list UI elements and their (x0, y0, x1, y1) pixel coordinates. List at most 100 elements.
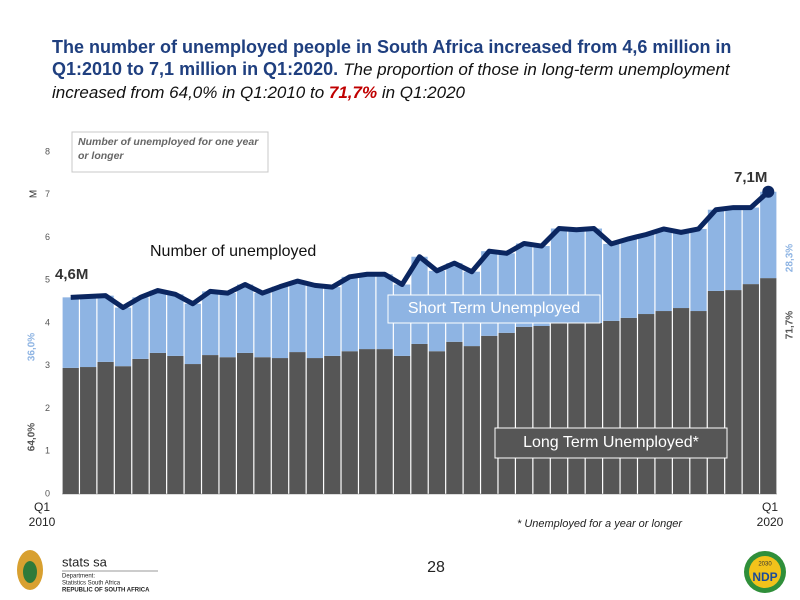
bar-segment (289, 352, 306, 494)
bar-segment (742, 284, 759, 494)
y-tick-label: 4 (45, 317, 50, 327)
bar-segment (62, 367, 79, 494)
series-label: Number of unemployed (150, 243, 316, 260)
bar-segment (236, 352, 254, 494)
logo-country: REPUBLIC OF SOUTH AFRICA (62, 588, 150, 594)
bar-segment (463, 346, 480, 494)
bar-segment (132, 358, 149, 494)
bar-segment (411, 343, 428, 494)
bar-segment (114, 366, 132, 494)
bar-segment (359, 349, 376, 494)
bar-segment (620, 238, 637, 318)
note-box-holder: Number of unemployed for one year or lon… (78, 136, 259, 162)
ndp-year: 2030 (758, 562, 772, 568)
bar-segment (341, 351, 358, 494)
series-label: Long Term Unemployed* (523, 434, 699, 451)
logo-department: Department: (62, 574, 95, 580)
bar-segment (149, 290, 167, 353)
annotation: 28,3% (785, 244, 796, 272)
bar-segment (742, 207, 759, 285)
bar-segment (690, 311, 707, 494)
series-label-box (494, 427, 728, 459)
bar-segment (550, 320, 568, 494)
bar-segment (132, 297, 149, 359)
bar-segment (760, 191, 777, 279)
bar-segment (289, 281, 306, 353)
bar-segment (62, 297, 79, 368)
title: The number of unemployed people in South… (52, 37, 732, 79)
annotation: 36,0% (27, 333, 38, 361)
bar-segment (725, 290, 742, 494)
bar-segment (638, 314, 655, 494)
bar-segment (446, 341, 463, 494)
ndp-inner (749, 556, 781, 588)
bar-segment (202, 291, 219, 356)
bar-segment (324, 355, 341, 494)
bar-segment (114, 307, 132, 367)
annotation: 7,1M (734, 169, 767, 186)
bar-segment (184, 303, 201, 365)
bar-segment (393, 355, 411, 494)
footnote: * Unemployed for a year or longer (517, 518, 683, 530)
bar-segment (236, 284, 254, 353)
ndp-logo: NDP 2030 (744, 551, 786, 593)
bar-segment (202, 355, 219, 494)
bar-segment (271, 286, 289, 359)
subtitle-end: in Q1:2020 (377, 83, 465, 102)
bar-segment (306, 358, 323, 494)
bar-segment (603, 320, 620, 494)
bar-segment (620, 317, 637, 494)
bar-segment (219, 357, 236, 494)
series-label: Short Term Unemployed (408, 300, 580, 317)
plot: 0 1 2 3 4 5 6 7 8 Long Term Unemployed* Short Term… (27, 146, 796, 498)
subtitle-highlight: 71,7% (328, 83, 378, 102)
bar-segment (707, 290, 725, 494)
bar-segment (655, 311, 672, 494)
logo-department-name: Statistics South Africa (62, 581, 121, 587)
ndp-text: NDP (752, 570, 777, 584)
bar-segment (498, 332, 515, 494)
bar-segment (585, 323, 603, 494)
emblem-shield (23, 561, 37, 583)
bar-segment (324, 287, 341, 356)
stats-sa-logo: stats sa Department: Statistics South Af… (17, 550, 158, 594)
bar-segment (516, 326, 533, 494)
subtitle-start: The proportion of those in long-term une… (52, 60, 730, 102)
page-number: 28 (427, 559, 445, 576)
y-tick-label: 3 (45, 360, 50, 370)
bar-segment (167, 355, 184, 494)
bar-segment (80, 296, 97, 368)
bar-segment (376, 349, 393, 494)
bar-segment (184, 364, 201, 494)
bar-segment (97, 361, 114, 494)
bar-segment (306, 285, 323, 359)
y-tick-label: 1 (45, 446, 50, 456)
annotation: 4,6M (55, 266, 88, 283)
bar-segment (167, 294, 184, 356)
y-tick-label: 5 (45, 275, 50, 285)
bar-segment (376, 274, 393, 350)
annotation: 71,7% (785, 311, 796, 339)
bar-segment (690, 228, 707, 312)
bar-segment (568, 322, 585, 494)
bar-segment (672, 232, 690, 309)
note-box-text: Number of unemployed for one year or lon… (78, 136, 259, 162)
x-tick-label: Q1 2010 (28, 500, 56, 529)
bar-segment (149, 352, 167, 494)
y-tick-label: 2 (45, 403, 50, 413)
bar-segment (254, 357, 271, 494)
bar-segment (80, 367, 97, 494)
bar-segment (481, 335, 498, 494)
bar-segment (725, 207, 742, 291)
bar-segment (672, 308, 690, 494)
y-tick-label: 7 (45, 189, 50, 199)
bar-segment (760, 278, 777, 494)
bar-segment (254, 293, 271, 358)
bar-segment (655, 228, 672, 312)
logo-name: stats sa (62, 554, 108, 569)
end-point (762, 185, 775, 198)
bar-segment (707, 209, 725, 291)
y-tick-label: 8 (45, 146, 50, 156)
